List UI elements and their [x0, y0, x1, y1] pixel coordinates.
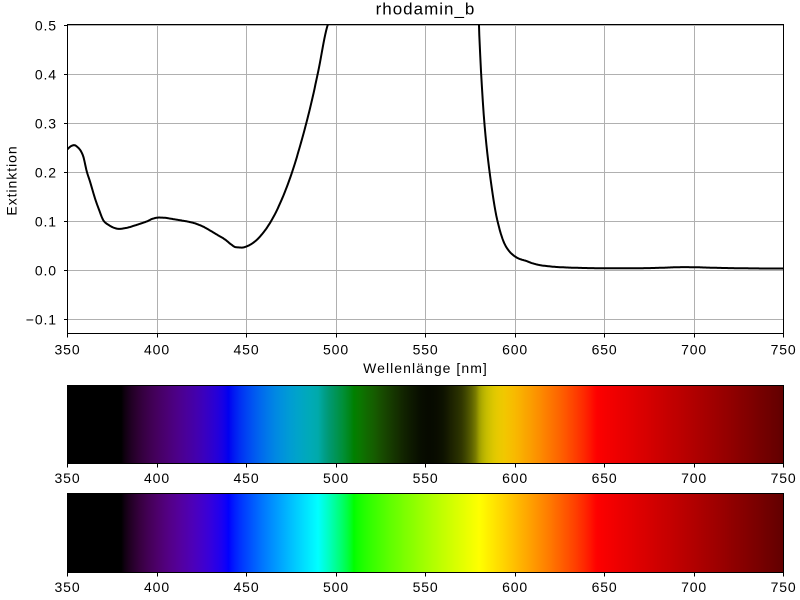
svg-text:650: 650 [592, 342, 618, 358]
svg-text:400: 400 [144, 470, 170, 486]
svg-text:700: 700 [681, 342, 707, 358]
svg-text:600: 600 [502, 342, 528, 358]
svg-text:550: 550 [413, 579, 439, 595]
svg-text:750: 750 [771, 579, 797, 595]
svg-text:400: 400 [144, 342, 170, 358]
svg-text:0.3: 0.3 [35, 115, 57, 131]
svg-text:Extinktion: Extinktion [4, 145, 20, 215]
svg-text:0.5: 0.5 [35, 18, 57, 34]
svg-text:Wellenlänge [nm]: Wellenlänge [nm] [363, 360, 488, 376]
svg-text:350: 350 [54, 579, 80, 595]
svg-text:750: 750 [771, 342, 797, 358]
svg-text:350: 350 [54, 470, 80, 486]
svg-text:600: 600 [502, 470, 528, 486]
svg-text:0.0: 0.0 [35, 262, 57, 278]
svg-text:0.2: 0.2 [35, 164, 57, 180]
svg-text:500: 500 [323, 579, 349, 595]
svg-text:600: 600 [502, 579, 528, 595]
svg-text:400: 400 [144, 579, 170, 595]
svg-text:−0.1: −0.1 [26, 311, 57, 327]
svg-text:650: 650 [592, 470, 618, 486]
svg-text:500: 500 [323, 342, 349, 358]
svg-text:450: 450 [233, 342, 259, 358]
svg-text:450: 450 [233, 579, 259, 595]
svg-text:500: 500 [323, 470, 349, 486]
svg-text:rhodamin_b: rhodamin_b [376, 0, 476, 19]
svg-text:650: 650 [592, 579, 618, 595]
svg-text:0.4: 0.4 [35, 67, 57, 83]
svg-text:450: 450 [233, 470, 259, 486]
svg-text:700: 700 [681, 470, 707, 486]
svg-text:700: 700 [681, 579, 707, 595]
svg-text:0.1: 0.1 [35, 213, 57, 229]
svg-text:550: 550 [413, 470, 439, 486]
svg-text:550: 550 [413, 342, 439, 358]
svg-text:750: 750 [771, 470, 797, 486]
svg-text:350: 350 [54, 342, 80, 358]
